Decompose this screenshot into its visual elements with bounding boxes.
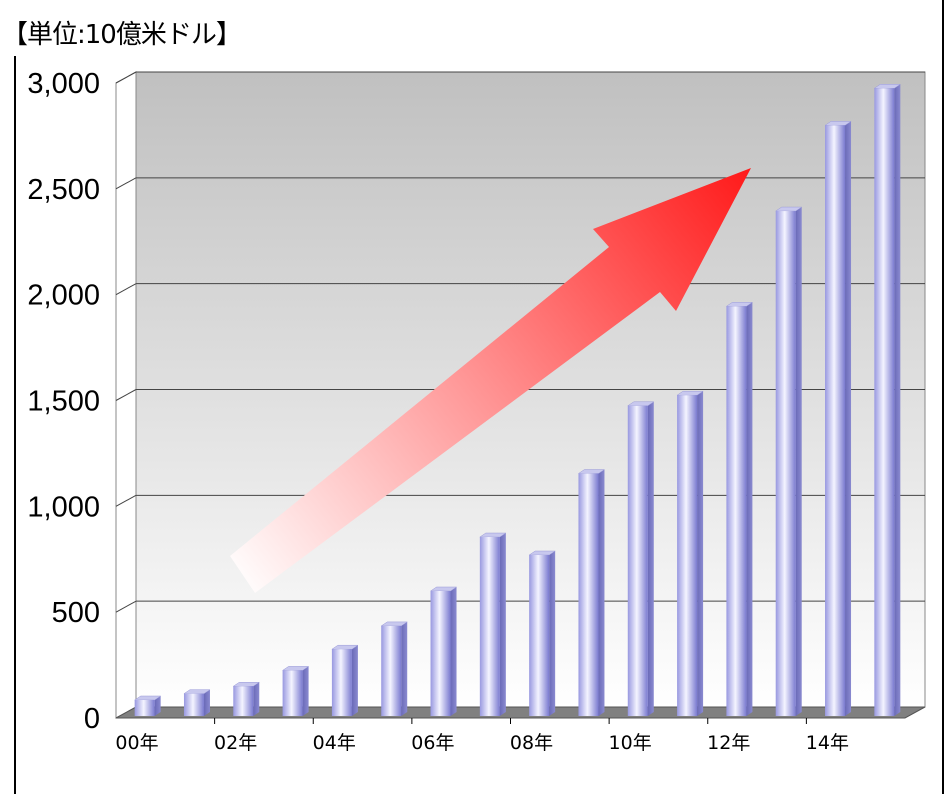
y-tick-label: 500 <box>52 597 100 629</box>
bar-front <box>529 555 550 716</box>
bar-side <box>795 207 802 716</box>
bar-front <box>726 306 747 716</box>
x-axis-tick-marks <box>214 718 807 724</box>
bar-front <box>578 473 599 716</box>
gridline-side <box>115 283 137 296</box>
bar-front <box>331 649 352 716</box>
x-tick-label: 04年 <box>313 732 356 754</box>
bar <box>725 302 754 716</box>
bar-front <box>282 670 303 716</box>
bar-front <box>627 405 648 716</box>
bar-front <box>677 395 698 716</box>
frame-right-border <box>942 0 944 794</box>
unit-label: 【単位:10億米ドル】 <box>2 20 242 50</box>
bar <box>380 621 409 716</box>
x-tick-label: 00年 <box>115 732 158 754</box>
y-tick-label: 3,000 <box>27 68 100 100</box>
bar-side <box>894 84 901 716</box>
bar-side <box>351 645 358 716</box>
bar-front <box>381 625 402 716</box>
x-tick-label: 08年 <box>510 732 553 754</box>
bar-front <box>479 537 500 716</box>
y-tick-label: 1,500 <box>27 386 100 418</box>
x-tick-label: 02年 <box>214 732 257 754</box>
bar-side <box>598 469 605 716</box>
gridline-side <box>115 494 137 507</box>
x-axis-tick-labels: 00年 02年 04年 06年 08年 10年 12年 14年 <box>115 732 849 754</box>
bar <box>183 689 211 716</box>
bar-front <box>183 693 204 716</box>
y-tick-label: 0 <box>84 703 100 735</box>
bar-side <box>647 401 654 716</box>
bar <box>824 121 852 717</box>
plot-floor <box>115 706 926 719</box>
bar-side <box>746 302 753 716</box>
bar-side <box>499 533 506 716</box>
gridline-side <box>115 71 137 84</box>
x-tick-label: 12年 <box>707 732 750 754</box>
bar-side <box>203 689 210 716</box>
x-tick-label: 10年 <box>609 732 652 754</box>
bar <box>429 586 458 716</box>
bar-front <box>775 211 796 716</box>
y-tick-label: 2,000 <box>27 280 100 312</box>
bar-side <box>401 621 408 716</box>
y-tick-label: 2,500 <box>27 174 100 206</box>
y-tick-label: 1,000 <box>27 491 100 523</box>
bar-side <box>549 551 556 716</box>
bar-side <box>154 696 161 716</box>
bar-front <box>874 88 895 716</box>
bar <box>774 206 803 716</box>
gridline-side <box>115 600 137 613</box>
frame-left-border <box>14 56 16 794</box>
bar-side <box>450 587 457 716</box>
gridline-side <box>115 177 137 190</box>
bar-front <box>134 700 155 716</box>
bar-front <box>825 125 846 717</box>
y-axis-tick-labels: 0 500 1,000 1,500 2,000 2,500 3,000 <box>27 68 100 735</box>
bar-side <box>845 121 852 717</box>
bar-side <box>697 391 704 716</box>
bar <box>577 469 606 716</box>
bar <box>133 695 162 716</box>
bar-front <box>233 686 254 716</box>
x-tick-label: 14年 <box>806 732 849 754</box>
bar <box>232 682 261 716</box>
bar <box>281 666 310 716</box>
bars <box>133 84 902 717</box>
bar-side <box>302 666 309 716</box>
bar <box>873 84 902 716</box>
bar <box>626 401 655 716</box>
bar <box>479 532 507 716</box>
bar <box>676 390 704 716</box>
x-tick-label: 06年 <box>411 732 454 754</box>
bar-front <box>430 591 451 716</box>
bar <box>331 644 359 716</box>
bar <box>528 550 556 716</box>
trend-arrow <box>230 168 751 593</box>
gridline-side <box>115 389 137 401</box>
bar-side <box>253 682 260 716</box>
